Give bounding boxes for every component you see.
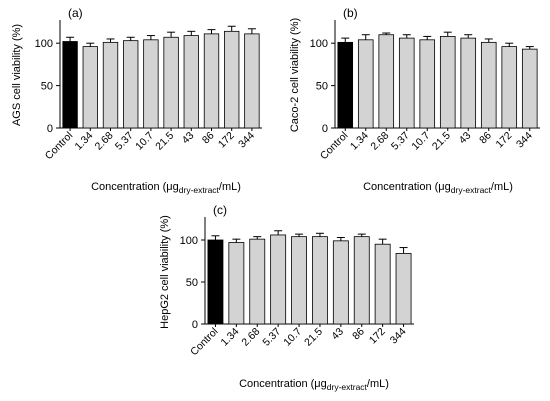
x-tick-label: 172 [367, 326, 388, 347]
panel-label: (c) [213, 203, 227, 217]
bar-5.37 [270, 234, 287, 325]
bar-344 [244, 33, 260, 129]
bar-Control [207, 239, 224, 325]
x-tick-label: 344 [514, 130, 535, 151]
y-axis-title: Caco-2 cell viability (%) [289, 18, 301, 132]
x-tick-label: 43 [180, 130, 197, 147]
x-tick-label: 10.7 [133, 130, 156, 153]
bar-2.68 [249, 238, 266, 325]
panel-label: (a) [68, 6, 83, 20]
bar-5.37 [398, 37, 415, 129]
x-tick-label: 1.34 [219, 326, 242, 349]
x-tick-label: 172 [493, 130, 514, 151]
bar-1.34 [82, 46, 98, 129]
x-tick-label: 43 [329, 326, 346, 343]
x-axis-title: Concentration (μgdry-extract/mL) [363, 181, 513, 195]
x-tick-label: 10.7 [281, 326, 304, 349]
x-tick-label: 5.37 [389, 130, 412, 153]
bar-10.7 [143, 39, 159, 129]
bar-10.7 [419, 39, 436, 129]
y-tick-label: 100 [35, 38, 53, 50]
x-tick-label: 10.7 [409, 130, 432, 153]
y-tick-label: 50 [41, 81, 53, 93]
bar-21.5 [439, 36, 456, 129]
x-tick-label: 5.37 [260, 326, 283, 349]
x-tick-label: 86 [200, 130, 217, 147]
y-tick-label: 0 [192, 319, 198, 331]
x-tick-label: 1.34 [72, 130, 95, 153]
y-axis-title: AGS cell viability (%) [11, 24, 23, 126]
y-tick-label: 50 [186, 277, 198, 289]
bar-344 [395, 253, 412, 325]
bar-172 [224, 30, 240, 129]
x-tick-label: 21.5 [302, 326, 325, 349]
bar-43 [183, 35, 199, 129]
y-tick-label: 100 [180, 235, 198, 247]
bar-172 [374, 243, 391, 325]
bar-1.34 [228, 242, 245, 325]
bar-43 [460, 37, 477, 129]
bar-21.5 [312, 236, 328, 325]
bar-2.68 [102, 41, 119, 129]
bar-86 [480, 41, 497, 129]
bar-86 [353, 236, 370, 325]
bar-1.34 [357, 39, 374, 129]
x-tick-label: 2.68 [239, 326, 262, 349]
y-axis-title: HepG2 cell viability (%) [159, 215, 171, 329]
x-axis-title: Concentration (μgdry-extract/mL) [239, 378, 389, 392]
bar-10.7 [291, 236, 307, 325]
x-axis-title: Concentration (μgdry-extract/mL) [91, 181, 241, 195]
x-tick-label: 21.5 [153, 130, 176, 153]
bar-43 [332, 240, 349, 325]
bar-86 [203, 33, 220, 129]
panel-label: (b) [343, 6, 358, 20]
bar-5.37 [123, 40, 139, 129]
bar-344 [521, 48, 538, 129]
x-tick-label: 172 [216, 130, 237, 151]
x-tick-label: 5.37 [113, 130, 136, 153]
x-tick-label: 2.68 [93, 130, 116, 153]
y-tick-label: 0 [322, 123, 328, 135]
x-tick-label: 344 [388, 326, 409, 347]
x-tick-label: 43 [457, 130, 474, 147]
bar-2.68 [378, 34, 395, 129]
x-tick-label: 86 [477, 130, 494, 147]
bar-Control [337, 41, 354, 129]
bar-21.5 [163, 36, 179, 129]
x-tick-label: 21.5 [430, 130, 453, 153]
x-tick-label: 1.34 [348, 130, 371, 153]
bar-Control [62, 41, 78, 129]
x-tick-label: 344 [236, 130, 257, 151]
x-tick-label: 86 [350, 326, 367, 343]
bar-172 [501, 46, 518, 129]
y-tick-label: 0 [47, 123, 53, 135]
y-tick-label: 50 [316, 81, 328, 93]
y-tick-label: 100 [310, 38, 328, 50]
x-tick-label: 2.68 [368, 130, 391, 153]
